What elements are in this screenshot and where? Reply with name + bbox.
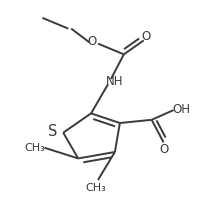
Text: NH: NH	[106, 75, 124, 88]
Text: CH₃: CH₃	[86, 183, 106, 194]
Text: OH: OH	[172, 103, 190, 116]
Text: O: O	[141, 30, 151, 43]
Text: O: O	[159, 143, 169, 156]
Text: O: O	[87, 35, 97, 48]
Text: CH₃: CH₃	[24, 143, 45, 153]
Text: S: S	[48, 124, 58, 139]
